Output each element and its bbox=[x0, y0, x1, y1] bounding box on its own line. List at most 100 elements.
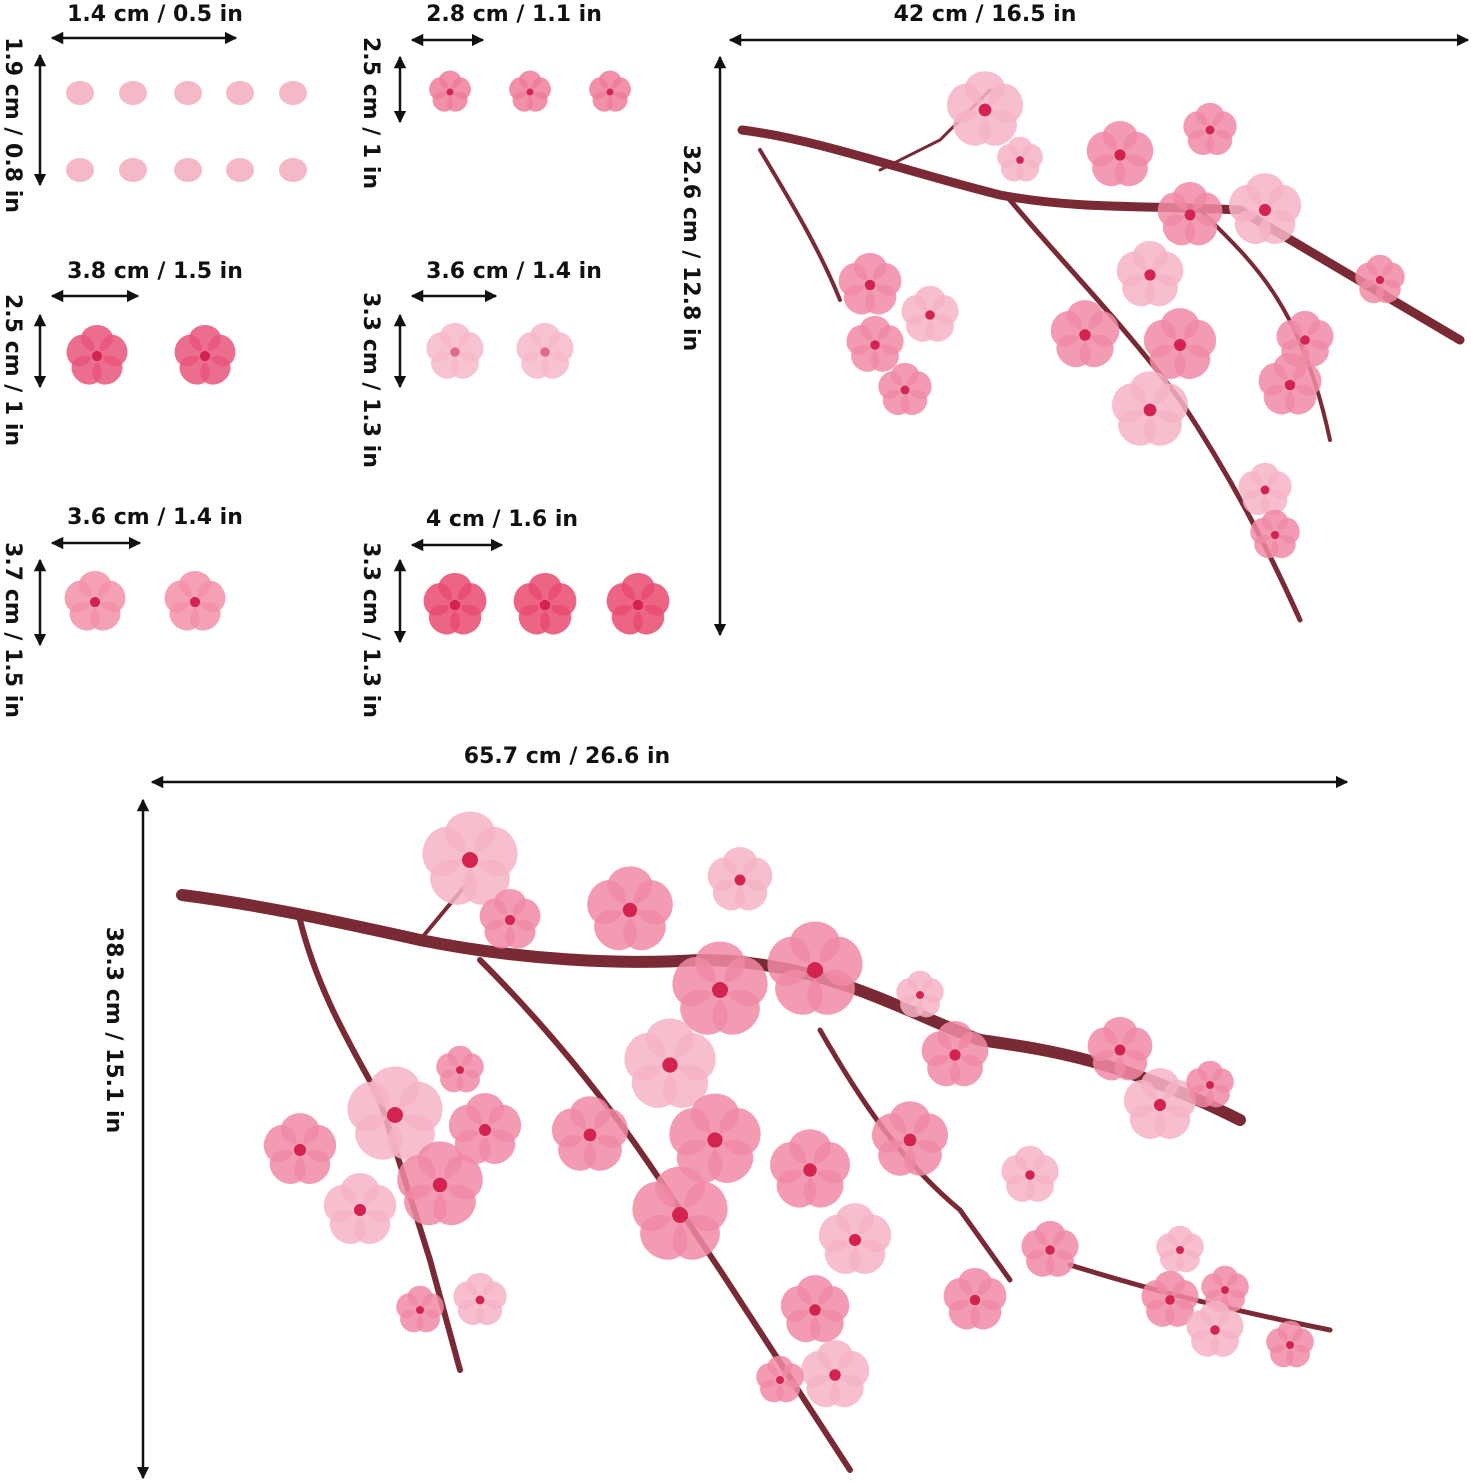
flower-center bbox=[1114, 1044, 1126, 1056]
petal bbox=[1143, 319, 1177, 358]
petal bbox=[770, 1142, 807, 1184]
petal bbox=[453, 1281, 478, 1310]
flower bbox=[632, 1166, 728, 1260]
petal bbox=[838, 263, 867, 296]
flower-center bbox=[475, 1295, 485, 1305]
flower-center bbox=[1210, 1325, 1220, 1335]
height-label: 3.3 cm / 1.3 in bbox=[358, 292, 383, 468]
width-label: 1.4 cm / 0.5 in bbox=[67, 2, 243, 27]
flower-center bbox=[949, 1049, 961, 1061]
flower-center bbox=[1205, 125, 1215, 135]
width-label: 65.7 cm / 26.6 in bbox=[464, 744, 670, 769]
petal bbox=[174, 158, 202, 182]
flower-center bbox=[1286, 1341, 1294, 1349]
flower bbox=[1087, 1017, 1153, 1081]
flower-center bbox=[672, 1207, 688, 1223]
petal bbox=[1087, 1027, 1117, 1061]
petal bbox=[1276, 320, 1303, 350]
branch bbox=[758, 148, 842, 302]
flower bbox=[780, 1275, 850, 1343]
flower-center bbox=[539, 599, 551, 611]
flower-center bbox=[416, 1306, 424, 1314]
flower bbox=[1156, 1225, 1204, 1273]
flower bbox=[624, 1018, 716, 1108]
petal bbox=[871, 1113, 907, 1153]
petal bbox=[901, 295, 928, 325]
flower bbox=[587, 866, 673, 951]
petal bbox=[174, 334, 202, 367]
flower bbox=[896, 970, 944, 1018]
height-label: 2.5 cm / 1 in bbox=[0, 294, 25, 446]
flower bbox=[672, 941, 768, 1035]
petal bbox=[1238, 471, 1263, 500]
flower-center bbox=[432, 1177, 448, 1193]
flower-center bbox=[1176, 1246, 1184, 1254]
flower-center bbox=[1016, 156, 1024, 164]
flower bbox=[423, 572, 487, 635]
petal bbox=[516, 332, 543, 362]
flower bbox=[1186, 1060, 1234, 1108]
petal bbox=[279, 158, 307, 182]
flower-center bbox=[903, 1133, 917, 1147]
petal bbox=[800, 1351, 832, 1387]
flower bbox=[921, 1021, 989, 1087]
flower-center bbox=[1258, 203, 1272, 217]
petal bbox=[1111, 383, 1147, 423]
petal bbox=[426, 332, 453, 362]
petal bbox=[1201, 1273, 1223, 1299]
petal bbox=[846, 325, 873, 355]
flower-center bbox=[776, 1376, 784, 1384]
flower-center bbox=[1206, 1081, 1214, 1089]
flower-center bbox=[462, 852, 478, 868]
flower bbox=[1143, 308, 1217, 379]
petal bbox=[64, 580, 92, 613]
petal bbox=[396, 1293, 418, 1319]
flower bbox=[606, 572, 670, 635]
flower bbox=[436, 1045, 484, 1093]
flower-center bbox=[1153, 1098, 1167, 1112]
flower bbox=[669, 1093, 761, 1183]
flower bbox=[479, 888, 541, 949]
petal bbox=[1123, 1079, 1157, 1118]
petal bbox=[1021, 1230, 1048, 1260]
petal bbox=[422, 826, 466, 877]
flower-center bbox=[189, 596, 201, 608]
flower-center bbox=[829, 1369, 841, 1381]
flower-center bbox=[707, 1132, 723, 1148]
height-label: 38.3 cm / 15.1 in bbox=[101, 927, 126, 1133]
petal bbox=[226, 158, 254, 182]
flower-center bbox=[387, 1107, 403, 1123]
flower bbox=[509, 70, 551, 112]
width-label: 42 cm / 16.5 in bbox=[894, 2, 1077, 27]
petal bbox=[589, 77, 608, 100]
flower-center bbox=[456, 1066, 464, 1074]
petal bbox=[66, 158, 94, 182]
flower-center bbox=[91, 350, 103, 362]
flower-center bbox=[916, 991, 924, 999]
flower bbox=[397, 1141, 483, 1226]
petal bbox=[818, 1214, 852, 1253]
petal bbox=[946, 83, 982, 123]
flower-center bbox=[1079, 329, 1091, 341]
flower bbox=[164, 570, 226, 631]
flower-center bbox=[969, 1294, 981, 1306]
flower-center bbox=[450, 347, 460, 357]
flower-center bbox=[900, 385, 910, 395]
petal bbox=[767, 936, 811, 987]
flower-center bbox=[662, 1057, 678, 1073]
petal bbox=[66, 334, 94, 367]
flower bbox=[997, 136, 1043, 182]
flower-center bbox=[807, 962, 823, 978]
flower-center bbox=[449, 599, 461, 611]
flower bbox=[1141, 1270, 1199, 1327]
flower-center bbox=[293, 1143, 307, 1157]
flower bbox=[901, 285, 959, 342]
flower-center bbox=[1143, 403, 1157, 417]
height-label: 3.3 cm / 1.3 in bbox=[358, 542, 383, 718]
flower bbox=[589, 70, 631, 112]
flower bbox=[1266, 1320, 1314, 1368]
flower-center bbox=[622, 902, 638, 918]
flower-center bbox=[1300, 335, 1310, 345]
